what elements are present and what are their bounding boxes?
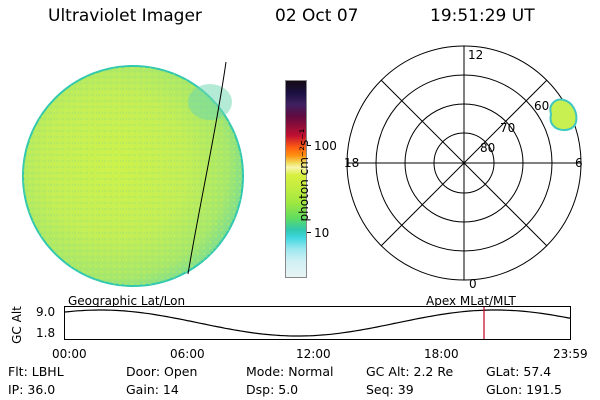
time-label: 19:51:29 UT (430, 6, 535, 26)
status-filter: Flt: LBHL (8, 364, 64, 379)
app-title: Ultraviolet Imager (48, 6, 202, 26)
disk-bright-edge (188, 84, 232, 120)
aurora-patch (549, 98, 578, 131)
status-glon: GLon: 191.5 (486, 382, 562, 397)
colorbar-label-100: 100 (314, 139, 337, 153)
mlt-label-0: 0 (469, 277, 477, 291)
y-tick-top: 9.0 (36, 305, 56, 319)
status-door: Door: Open (126, 364, 198, 379)
gc-alt-axis-label: GC Alt (10, 306, 24, 344)
terminator-line (187, 61, 227, 275)
colorbar (285, 80, 307, 278)
mlt-label-6: 6 (575, 156, 583, 170)
mlt-label-12: 12 (468, 48, 483, 62)
disk-texture (23, 66, 243, 286)
colorbar-tick-100 (307, 145, 311, 146)
lat-label-80: 80 (480, 141, 495, 155)
x-tick-0000: 00:00 (52, 347, 87, 361)
polar-diagonal-2 (380, 79, 548, 247)
colorbar-unit-label: photon cm⁻²s⁻¹ (297, 128, 311, 222)
altitude-strip-frame (64, 306, 571, 340)
x-tick-1800: 18:00 (424, 347, 459, 361)
altitude-curve (64, 309, 572, 337)
x-tick-2359: 23:59 (553, 347, 588, 361)
x-tick-0600: 06:00 (170, 347, 205, 361)
geo-lat-lon-label: Geographic Lat/Lon (68, 294, 186, 308)
status-glat: GLat: 57.4 (486, 364, 552, 379)
status-dsp: Dsp: 5.0 (246, 382, 299, 397)
status-gain: Gain: 14 (126, 382, 179, 397)
status-mode: Mode: Normal (246, 364, 334, 379)
lat-label-70: 70 (500, 121, 515, 135)
lat-label-60: 60 (534, 99, 549, 113)
y-tick-bottom: 1.8 (36, 326, 56, 340)
mlt-label-18: 18 (344, 156, 359, 170)
colorbar-tick-10 (307, 232, 311, 233)
status-gc-alt: GC Alt: 2.2 Re (366, 364, 454, 379)
altitude-strip (64, 306, 572, 340)
polar-plot: 12 18 6 0 80 70 60 (344, 45, 583, 291)
x-tick-1200: 12:00 (296, 347, 331, 361)
date-label: 02 Oct 07 (275, 6, 359, 26)
earth-disk-image (22, 61, 244, 287)
status-ip: IP: 36.0 (8, 382, 56, 397)
apex-mlat-mlt-label: Apex MLat/MLT (426, 294, 516, 308)
status-seq: Seq: 39 (366, 382, 414, 397)
colorbar-label-10: 10 (314, 226, 330, 240)
